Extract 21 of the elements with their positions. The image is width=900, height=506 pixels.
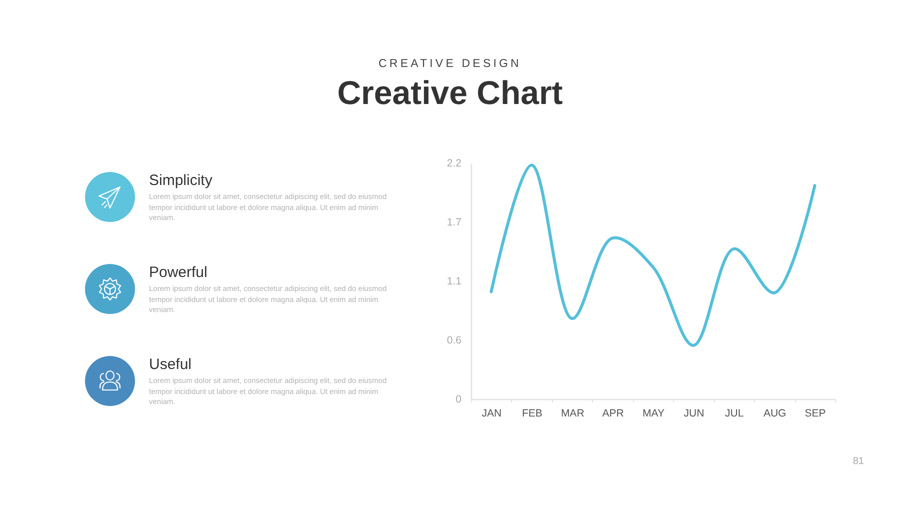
- category-label: Powerful: [149, 264, 208, 282]
- x-tick-label: JUL: [725, 408, 744, 420]
- x-tick-label: JAN: [482, 408, 502, 420]
- y-tick-label: 0: [456, 394, 462, 406]
- text: 81: [852, 455, 864, 469]
- x-tick-label: JUN: [684, 408, 704, 420]
- x-tick-label: MAY: [642, 408, 664, 420]
- y-tick-label: 0.6: [446, 334, 462, 346]
- line-series: [490, 164, 816, 347]
- y-tick-label: 2.2: [446, 158, 462, 170]
- x-tick-label: APR: [602, 408, 624, 420]
- x-tick-label: SEP: [804, 408, 826, 420]
- y-tick-label: 1.7: [446, 216, 462, 228]
- chart-title: Creative Chart: [336, 74, 564, 112]
- chart-subtitle: CREATIVE DESIGN: [378, 57, 522, 71]
- x-tick-label: FEB: [522, 408, 542, 420]
- x-tick-label: MAR: [560, 408, 585, 420]
- x-tick-label: AUG: [763, 408, 786, 420]
- y-tick-label: 1.1: [446, 276, 462, 288]
- category-label: Simplicity: [149, 172, 212, 190]
- category-label: Useful: [149, 356, 192, 374]
